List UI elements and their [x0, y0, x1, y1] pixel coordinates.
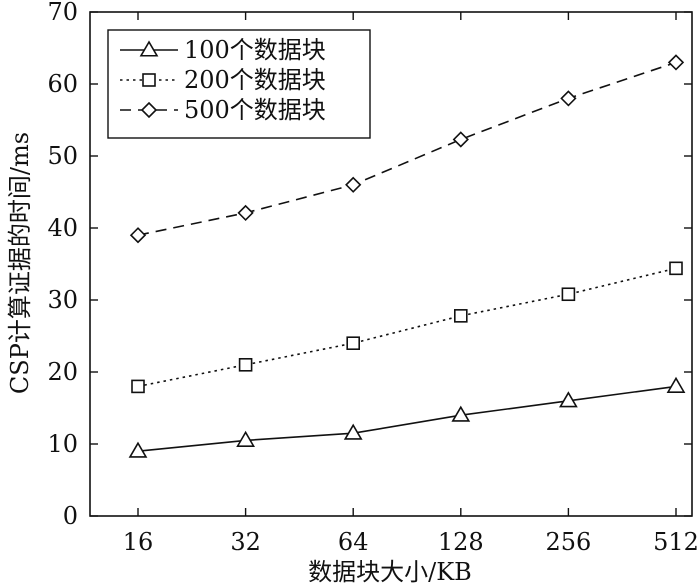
series-1 — [128, 376, 686, 458]
legend-marker — [139, 40, 159, 57]
legend-item: 500个数据块 — [120, 96, 326, 124]
data-point — [131, 379, 145, 394]
data-point — [452, 131, 469, 148]
y-tick-label: 20 — [47, 358, 78, 386]
data-point — [128, 441, 148, 458]
x-tick-label: 64 — [338, 528, 369, 556]
data-point — [129, 227, 147, 244]
y-tick-label: 0 — [63, 502, 78, 530]
data-point — [238, 357, 253, 372]
legend-label: 500个数据块 — [184, 96, 326, 124]
series-line — [137, 267, 677, 388]
data-point — [346, 336, 361, 351]
data-point — [453, 309, 468, 323]
x-tick-label: 512 — [653, 528, 699, 556]
series-line — [137, 385, 677, 452]
data-point — [666, 376, 686, 393]
legend-label: 100个数据块 — [184, 36, 326, 64]
legend-marker — [140, 101, 158, 119]
x-tick-label: 32 — [230, 528, 261, 556]
x-tick-label: 16 — [123, 528, 154, 556]
legend-item: 100个数据块 — [120, 36, 326, 64]
data-point — [236, 430, 255, 447]
y-tick-label: 40 — [47, 214, 78, 242]
x-tick-label: 256 — [545, 528, 591, 556]
y-tick-label: 70 — [47, 0, 78, 26]
series-group — [128, 54, 686, 458]
axes — [89, 11, 693, 517]
legend-label: 200个数据块 — [184, 66, 326, 94]
series-line — [137, 61, 677, 236]
y-tick-label: 10 — [47, 430, 78, 458]
series-3 — [129, 54, 685, 244]
data-point — [451, 405, 471, 422]
data-point — [561, 287, 576, 302]
data-point — [560, 90, 577, 107]
y-axis-title: CSP计算证据的时间/ms — [6, 132, 34, 394]
data-point — [559, 391, 578, 408]
x-tick-label: 128 — [438, 528, 484, 556]
y-tick-label: 60 — [47, 70, 78, 98]
series-2 — [131, 261, 683, 394]
y-tick-label: 30 — [47, 286, 78, 314]
y-tick-label: 50 — [47, 142, 78, 170]
data-point — [667, 54, 685, 71]
data-point — [669, 261, 683, 276]
tick-labels: 0 10 20 30 40 50 60 70 16 32 64 128 256 512 — [47, 0, 698, 556]
data-point — [237, 204, 254, 222]
data-point — [345, 176, 362, 193]
legend-marker — [142, 73, 156, 87]
legend-item: 200个数据块 — [120, 66, 326, 94]
plot-frame — [89, 11, 693, 517]
x-axis-title: 数据块大小/KB — [308, 558, 472, 586]
data-point — [343, 423, 363, 440]
